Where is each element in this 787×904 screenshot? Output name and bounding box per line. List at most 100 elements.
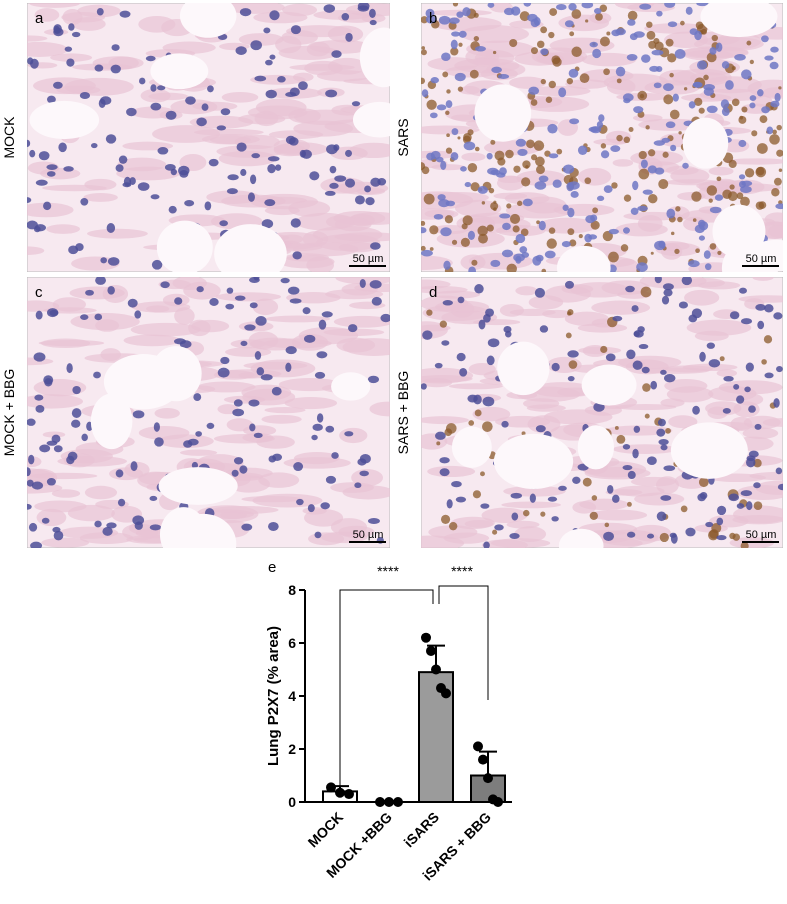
stain (769, 134, 780, 145)
nucleus (438, 199, 450, 208)
nucleus (685, 527, 696, 537)
nucleus (633, 331, 640, 337)
nucleus (226, 188, 238, 195)
nucleus (456, 11, 464, 18)
scale-bar-label: 50 µm (746, 529, 777, 541)
x-tick-label: iSARS (401, 809, 443, 851)
nucleus (323, 4, 336, 13)
nucleus (721, 107, 730, 117)
septum (138, 16, 176, 33)
stain (446, 133, 450, 138)
nucleus (248, 399, 260, 407)
stain (667, 53, 677, 63)
septum (421, 255, 453, 271)
stain (444, 215, 453, 224)
nucleus (603, 531, 615, 541)
nucleus (334, 175, 347, 182)
septum (752, 277, 774, 281)
stain (758, 201, 767, 209)
nucleus (678, 301, 688, 309)
stain (421, 166, 430, 175)
nucleus (532, 255, 542, 266)
nucleus (558, 485, 567, 491)
stain (640, 286, 652, 298)
nucleus (58, 142, 67, 153)
septum (543, 409, 613, 425)
data-point (431, 664, 441, 675)
alveolus (682, 117, 729, 169)
nucleus (692, 81, 703, 88)
septum (431, 164, 466, 171)
septum (226, 418, 253, 432)
alveolus (90, 393, 133, 450)
stain (731, 98, 740, 107)
septum (261, 414, 302, 424)
nucleus (209, 298, 219, 306)
nucleus (226, 287, 234, 294)
nucleus (264, 199, 276, 207)
nucleus (660, 495, 672, 501)
nucleus (646, 456, 657, 466)
stain (614, 426, 619, 430)
data-point (326, 782, 336, 793)
nucleus (745, 362, 754, 372)
nucleus (68, 23, 75, 31)
nucleus (534, 181, 547, 190)
nucleus (590, 214, 598, 222)
nucleus (302, 307, 311, 315)
nucleus (154, 437, 164, 447)
stain (669, 109, 680, 120)
nucleus (354, 195, 365, 205)
nucleus (249, 302, 258, 309)
nucleus (250, 174, 257, 185)
nucleus (316, 351, 328, 359)
nucleus (667, 21, 678, 28)
nucleus (178, 165, 190, 176)
nucleus (153, 422, 160, 432)
nucleus (715, 42, 723, 52)
nucleus (436, 104, 447, 111)
nucleus (716, 517, 724, 526)
nucleus (568, 68, 579, 78)
nucleus (72, 385, 81, 395)
nucleus (314, 371, 326, 379)
stain (628, 127, 634, 132)
data-point (344, 789, 354, 800)
stain (759, 115, 768, 124)
nucleus (94, 313, 103, 321)
septum (188, 319, 211, 337)
nucleus (254, 75, 267, 82)
nucleus (456, 352, 466, 362)
stain (525, 165, 529, 169)
nucleus (464, 182, 472, 188)
stain (513, 165, 521, 173)
nucleus (699, 351, 706, 362)
y-tick-label: 0 (288, 794, 296, 810)
septum (34, 8, 60, 22)
nucleus (775, 467, 783, 475)
nucleus (745, 457, 756, 468)
stain (478, 233, 488, 244)
nucleus (371, 296, 382, 306)
septum (154, 407, 180, 419)
septum (421, 286, 468, 294)
nucleus (289, 87, 300, 97)
septum (50, 53, 93, 62)
stain (611, 182, 618, 189)
septum (130, 322, 201, 337)
septum (660, 398, 685, 408)
nucleus (698, 235, 705, 241)
stain (488, 187, 495, 194)
nucleus (708, 359, 721, 368)
stain (548, 31, 555, 39)
nucleus (438, 15, 451, 25)
panel-letter: d (429, 284, 437, 301)
stain (623, 194, 632, 202)
nucleus (486, 355, 495, 366)
stain (599, 36, 610, 47)
nucleus (134, 310, 142, 319)
nucleus (298, 81, 308, 90)
nucleus (66, 363, 73, 374)
nucleus (115, 164, 124, 172)
nucleus (486, 152, 493, 160)
